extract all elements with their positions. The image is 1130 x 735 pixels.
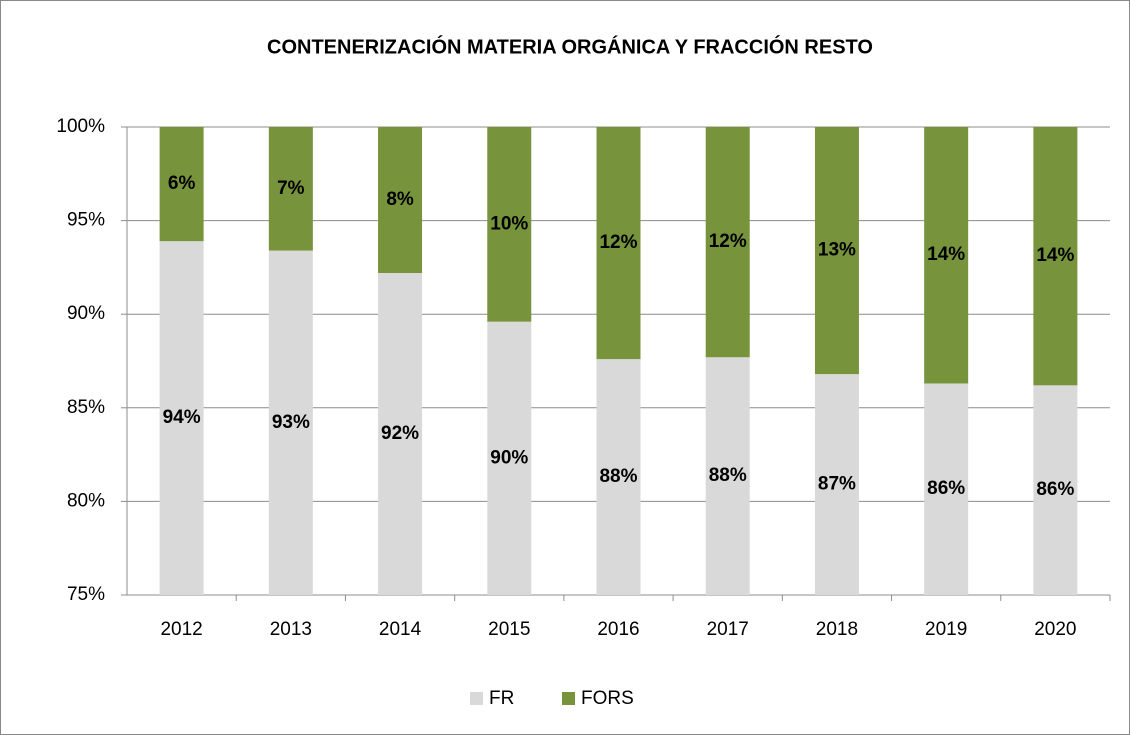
y-tick-label: 85%: [67, 397, 105, 418]
bar-segment: [378, 127, 423, 274]
bar-segment: [378, 273, 423, 595]
bar-segment: [705, 127, 750, 358]
legend-label: FORS: [581, 688, 634, 709]
data-label: 93%: [272, 412, 310, 433]
x-tick-label: 2019: [925, 619, 967, 640]
bar-segment: [1033, 127, 1078, 386]
x-tick-label: 2013: [270, 619, 312, 640]
legend-swatch: [470, 692, 483, 705]
bar-segment: [1033, 385, 1078, 595]
x-tick-label: 2016: [597, 619, 639, 640]
y-tick-label: 100%: [56, 116, 105, 137]
data-label: 6%: [168, 173, 196, 194]
data-label: 7%: [277, 178, 305, 199]
x-tick-label: 2020: [1034, 619, 1076, 640]
bar-segment: [159, 241, 204, 595]
x-tick-label: 2014: [379, 619, 422, 640]
data-label: 94%: [163, 407, 201, 428]
bar-segment: [814, 127, 859, 375]
y-tick-label: 90%: [67, 303, 105, 324]
chart-title: CONTENERIZACIÓN MATERIA ORGÁNICA Y FRACC…: [267, 34, 873, 58]
data-label: 10%: [490, 213, 528, 234]
data-label: 86%: [1036, 479, 1074, 500]
x-tick-label: 2018: [816, 619, 858, 640]
bar-segment: [487, 127, 532, 322]
bar-segment: [596, 127, 641, 360]
data-label: 86%: [927, 478, 965, 499]
data-label: 8%: [386, 189, 414, 210]
data-label: 13%: [818, 240, 856, 261]
x-tick-label: 2017: [707, 619, 749, 640]
data-label: 90%: [490, 447, 528, 468]
data-label: 92%: [381, 423, 419, 444]
bar-segment: [814, 374, 859, 595]
x-tick-label: 2012: [160, 619, 202, 640]
legend-label: FR: [489, 688, 514, 709]
data-label: 12%: [709, 231, 747, 252]
x-tick-label: 2015: [488, 619, 530, 640]
data-label: 12%: [599, 232, 637, 253]
bar-segment: [159, 127, 204, 242]
data-label: 87%: [818, 474, 856, 495]
y-tick-label: 80%: [67, 490, 105, 511]
bar-segment: [268, 127, 313, 251]
data-label: 14%: [1036, 245, 1074, 266]
y-tick-label: 75%: [67, 584, 105, 605]
data-label: 14%: [927, 244, 965, 265]
bar-segment: [487, 321, 532, 595]
bar-segment: [596, 359, 641, 595]
data-label: 88%: [599, 466, 637, 487]
bar-segment: [268, 250, 313, 595]
y-tick-label: 95%: [67, 210, 105, 231]
bar-segment: [705, 357, 750, 595]
bar-segment: [924, 127, 969, 384]
legend-swatch: [562, 692, 575, 705]
data-label: 88%: [709, 465, 747, 486]
bar-segment: [924, 383, 969, 595]
